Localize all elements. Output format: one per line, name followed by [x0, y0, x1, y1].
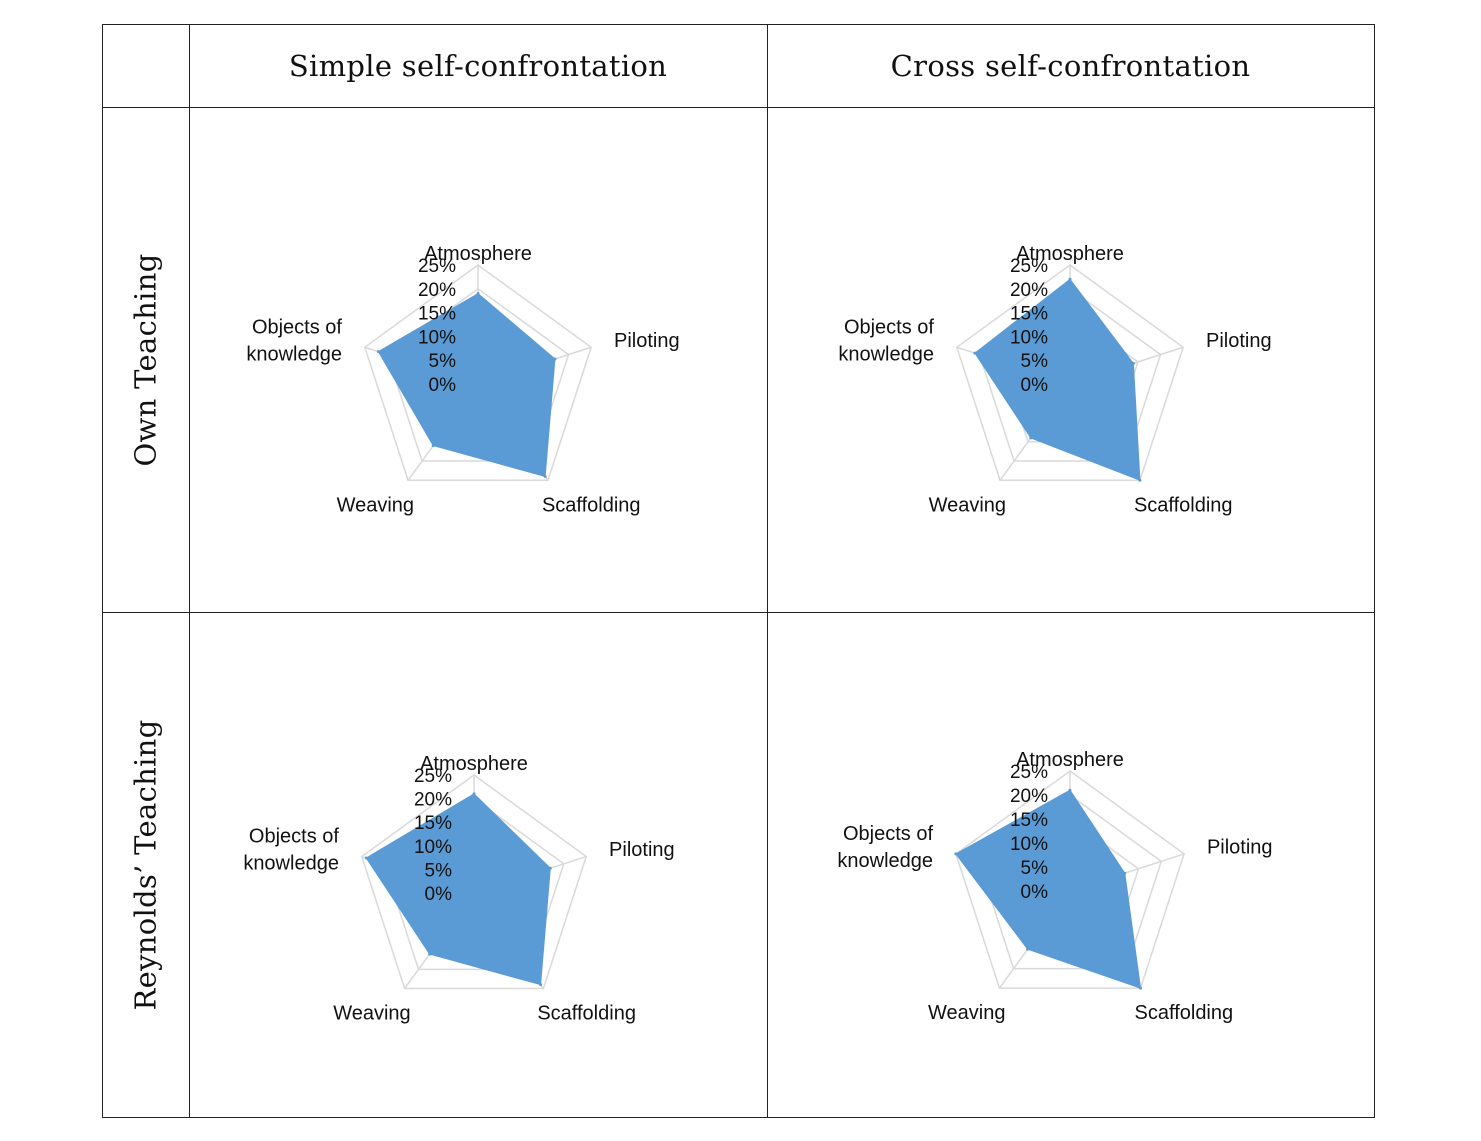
radar-gridline: [360, 774, 588, 990]
radar-data-point: [553, 357, 557, 361]
category-label: knowledge: [837, 850, 933, 872]
radar-data-point: [539, 983, 543, 987]
radar-chart: 25% 20% 15%10% 5% 0% Atmosphere Piloting Scaffo…: [838, 243, 1271, 516]
category-label: knowledge: [246, 343, 342, 365]
category-label: Weaving: [333, 1003, 410, 1025]
tick-label: 15%: [1010, 304, 1048, 325]
tick-label: 0%: [429, 375, 457, 396]
radar-data-point: [1026, 947, 1030, 951]
tick-label: 20%: [414, 790, 452, 811]
table-divider: [767, 25, 768, 1117]
radar-data-point: [1138, 478, 1142, 482]
category-label: Atmosphere: [424, 243, 532, 265]
category-label: Piloting: [609, 839, 675, 861]
tick-label: 15%: [414, 813, 452, 834]
table-divider: [103, 612, 1374, 613]
tick-label: 5%: [429, 351, 457, 372]
radar-series-area: [365, 793, 551, 986]
radar-data-point: [472, 792, 476, 796]
tick-label: 0%: [425, 884, 453, 905]
category-label: Atmosphere: [1016, 243, 1124, 265]
tick-label: 5%: [1021, 351, 1049, 372]
tick-label: 0%: [1021, 375, 1049, 396]
tick-label: 20%: [1010, 280, 1048, 301]
comparison-table: Simple self-confrontation Cross self-con…: [102, 24, 1375, 1118]
radar-data-point: [543, 474, 547, 478]
tick-label: 0%: [1021, 882, 1049, 903]
tick-label: 25%: [414, 766, 452, 787]
radar-chart: 25% 20% 15% 10% 5% 0% Atmosphere Piloting Scaffo…: [837, 749, 1272, 1024]
radar-gridline: [955, 264, 1185, 482]
radar-chart: 25% 20%15% 10%5% 0% Atmosphere Piloting Scaffo…: [243, 753, 674, 1025]
tick-label: 25%: [1010, 256, 1048, 277]
radar-chart: 25% 20% 15%10% 5% 0% Atmosphere Piloting Scaffo…: [246, 243, 679, 516]
table-divider: [103, 107, 1374, 108]
tick-label: 25%: [418, 256, 456, 277]
category-label: Scaffolding: [537, 1003, 636, 1025]
tick-label: 15%: [1010, 810, 1048, 831]
category-label: Piloting: [1206, 330, 1272, 352]
category-label: Weaving: [928, 1002, 1005, 1024]
radar-data-point: [1139, 986, 1143, 990]
radar-data-point: [1123, 871, 1127, 875]
radar-data-point: [1131, 361, 1135, 365]
radar-series-area: [955, 789, 1142, 989]
radar-data-point: [954, 852, 958, 856]
category-label: Weaving: [337, 494, 414, 516]
tick-label: 25%: [1010, 762, 1048, 783]
radar-data-point: [376, 350, 380, 354]
category-label: knowledge: [243, 853, 339, 875]
radar-series-area: [974, 278, 1141, 482]
tick-label: 10%: [414, 837, 452, 858]
radar-data-point: [1029, 436, 1033, 440]
category-label: Objects of: [249, 826, 339, 848]
tick-label: 5%: [1021, 858, 1049, 879]
radar-data-point: [476, 292, 480, 296]
category-label: Objects of: [843, 823, 933, 845]
tick-label: 15%: [418, 304, 456, 325]
category-label: Scaffolding: [542, 494, 641, 516]
radar-data-point: [364, 856, 368, 860]
category-label: Atmosphere: [420, 753, 528, 775]
radar-data-point: [1068, 277, 1072, 281]
radar-data-point: [973, 351, 977, 355]
category-label: Weaving: [929, 494, 1006, 516]
category-label: Objects of: [252, 316, 342, 338]
category-label: knowledge: [838, 343, 934, 365]
tick-label: 5%: [425, 860, 453, 881]
column-header-cross: Cross self-confrontation: [890, 49, 1251, 83]
table-divider: [189, 25, 190, 1117]
column-header-simple: Simple self-confrontation: [288, 49, 668, 83]
category-label: Piloting: [614, 330, 680, 352]
radar-data-point: [1068, 788, 1072, 792]
category-label: Atmosphere: [1016, 749, 1124, 771]
radar-data-point: [428, 952, 432, 956]
category-label: Piloting: [1207, 837, 1273, 859]
radar-data-point: [431, 444, 435, 448]
tick-label: 20%: [1010, 786, 1048, 807]
category-label: Objects of: [844, 316, 934, 338]
tick-label: 10%: [1010, 327, 1048, 348]
category-label: Scaffolding: [1135, 1002, 1234, 1024]
radar-data-point: [548, 866, 552, 870]
radar-gridline: [363, 264, 593, 482]
category-label: Scaffolding: [1134, 494, 1233, 516]
tick-label: 10%: [1010, 834, 1048, 855]
radar-series-area: [377, 292, 556, 478]
radar-gridline: [954, 770, 1186, 989]
tick-label: 20%: [418, 280, 456, 301]
tick-label: 10%: [418, 327, 456, 348]
